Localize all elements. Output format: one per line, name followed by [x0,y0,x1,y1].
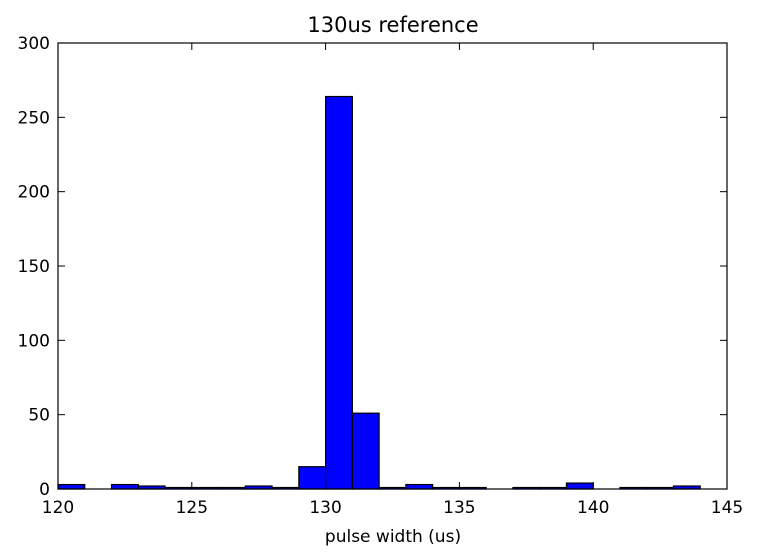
x-tick-label: 145 [711,498,743,518]
x-tick-label: 140 [577,498,609,518]
y-tick-label: 300 [18,34,50,54]
x-tick-label: 120 [42,498,74,518]
x-tick-label: 135 [443,498,475,518]
plot-frame [57,42,728,490]
bar [565,482,594,490]
x-tick-label: 130 [309,498,341,518]
y-tick-label: 50 [28,406,50,426]
bar [298,466,327,490]
y-tick-label: 200 [18,183,50,203]
bar [351,412,380,490]
y-tick-label: 100 [18,331,50,351]
bar [325,95,353,490]
bar [57,483,86,490]
bar [405,483,434,490]
y-tick-label: 0 [39,480,50,500]
x-axis-label: pulse width (us) [325,527,461,547]
x-tick-label: 125 [176,498,208,518]
y-tick-label: 250 [18,108,50,128]
bar [110,483,139,490]
chart-title: 130us reference [307,13,478,37]
y-tick-label: 150 [18,257,50,277]
